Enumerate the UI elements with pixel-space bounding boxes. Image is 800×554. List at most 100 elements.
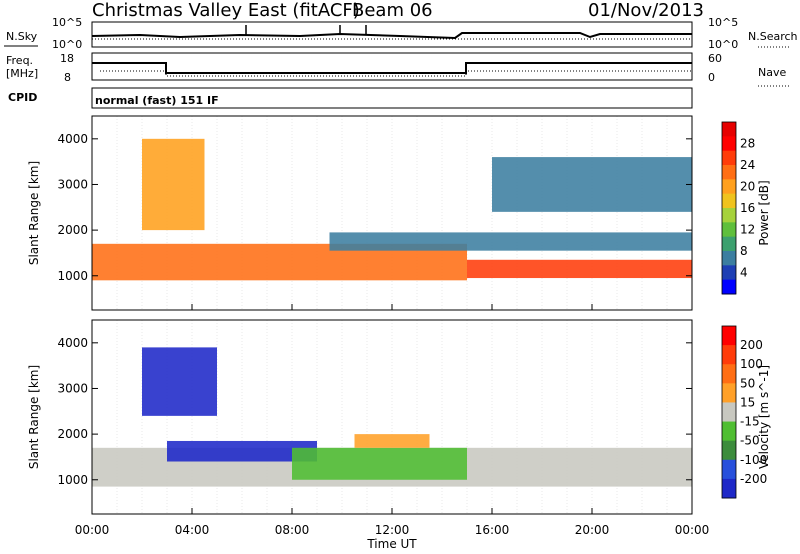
colorbar-segment xyxy=(722,222,736,238)
colorbar-segment xyxy=(722,402,736,423)
power-colorbar-label: Power [dB] xyxy=(757,180,771,245)
colorbar-segment xyxy=(722,150,736,166)
y-tick-label: 2000 xyxy=(57,223,88,237)
nave-label: Nave xyxy=(758,66,786,79)
x-tick-label: 04:00 xyxy=(175,523,210,537)
x-tick-label: 00:00 xyxy=(75,523,110,537)
colorbar-tick-label: 20 xyxy=(740,180,755,194)
velocity-y-axis-label: Slant Range [km] xyxy=(27,365,41,469)
velocity-colorbar-label: Velocity [m s^-1] xyxy=(757,365,771,469)
y-tick-label: 1000 xyxy=(57,473,88,487)
nave-tick-bottom: 0 xyxy=(708,71,715,84)
data-band xyxy=(142,347,217,416)
freq-label-1: Freq. xyxy=(6,54,33,67)
colorbar-segment xyxy=(722,478,736,499)
freq-panel-frame xyxy=(91,52,693,81)
colorbar-segment xyxy=(722,421,736,442)
x-tick-label: 16:00 xyxy=(475,523,510,537)
colorbar-tick-label: 100 xyxy=(740,357,763,371)
noise-tick-bottom: 10^0 xyxy=(52,38,82,51)
cpid-frame xyxy=(91,87,693,109)
colorbar-segment xyxy=(722,364,736,384)
power-panel: 1000 2000 3000 4000 Slant Range [km] 28 24 20… xyxy=(27,115,771,311)
colorbar-tick-label: -15 xyxy=(740,415,760,429)
colorbar-segment xyxy=(722,179,736,195)
colorbar-segment xyxy=(722,279,736,295)
colorbar-tick-label: 8 xyxy=(740,244,748,258)
velocity-plot xyxy=(92,320,692,514)
colorbar-segment xyxy=(722,208,736,223)
y-tick-label: 3000 xyxy=(57,381,88,395)
noise-right-tick-top: 10^5 xyxy=(708,16,738,29)
colorbar-segment xyxy=(722,136,736,152)
colorbar-segment xyxy=(722,165,736,180)
nsearch-label: N.Search xyxy=(748,30,798,43)
date-title: 01/Nov/2013 xyxy=(588,0,704,21)
colorbar-tick-label: 50 xyxy=(740,376,755,390)
x-tick-label: 12:00 xyxy=(375,523,410,537)
freq-series xyxy=(92,62,692,74)
colorbar-segment xyxy=(722,193,736,209)
data-band xyxy=(167,440,317,462)
colorbar-frame xyxy=(721,325,737,499)
velocity-colorbar: 200 100 50 15 -15 -50 -100 -200 xyxy=(721,325,767,499)
colorbar-tick-label: 28 xyxy=(740,137,755,151)
colorbar-segment xyxy=(722,236,736,252)
colorbar-segment xyxy=(722,383,736,403)
x-tick-label: 08:00 xyxy=(275,523,310,537)
colorbar-tick-label: 24 xyxy=(740,158,755,172)
y-tick-label: 3000 xyxy=(57,177,88,191)
colorbar-tick-label: 12 xyxy=(740,223,755,237)
y-tick-label: 4000 xyxy=(57,336,88,350)
colorbar-tick-label: 16 xyxy=(740,201,755,215)
freq-tick-top: 18 xyxy=(60,52,74,65)
data-band xyxy=(142,138,205,231)
station-title: Christmas Valley East (fitACF) xyxy=(92,0,360,21)
power-colorbar: 28 24 20 16 12 8 4 xyxy=(721,121,755,295)
noise-tick-top: 10^5 xyxy=(52,16,82,29)
power-y-axis-label: Slant Range [km] xyxy=(27,161,41,265)
colorbar-segment xyxy=(722,345,736,365)
y-tick-label: 4000 xyxy=(57,132,88,146)
colorbar-tick-label: -200 xyxy=(740,472,767,486)
noise-panel: N.Sky N.Search 10^5 10^0 10^5 10^0 xyxy=(4,16,798,51)
colorbar-tick-label: 200 xyxy=(740,338,763,352)
colorbar-tick-label: 15 xyxy=(740,395,755,409)
data-band xyxy=(329,232,692,251)
colorbar-segment xyxy=(722,122,736,137)
x-axis-ticks: 00:00 04:00 08:00 12:00 16:00 20:00 00:00 xyxy=(75,304,710,537)
data-band xyxy=(354,434,430,448)
nave-tick-top: 60 xyxy=(708,52,722,65)
freq-tick-bottom: 8 xyxy=(64,71,71,84)
data-band xyxy=(467,259,692,279)
colorbar-segment xyxy=(722,326,736,346)
velocity-yticks: 1000 2000 3000 4000 xyxy=(57,336,692,487)
data-band xyxy=(292,447,467,480)
y-tick-label: 1000 xyxy=(57,269,88,283)
colorbar-segment xyxy=(722,265,736,281)
colorbar-tick-label: -50 xyxy=(740,434,760,448)
power-plot xyxy=(92,116,692,310)
colorbar-segment xyxy=(722,459,736,480)
beam-title: Beam 06 xyxy=(352,0,433,21)
velocity-panel: 1000 2000 3000 4000 Slant Range [km] 200 100… xyxy=(27,319,771,515)
freq-label-2: [MHz] xyxy=(6,67,38,80)
nave-series xyxy=(100,70,692,77)
data-band xyxy=(492,157,692,212)
freq-panel: Freq. [MHz] 18 8 60 0 Nave xyxy=(6,52,790,87)
colorbar-frame xyxy=(721,121,737,295)
cpid-label: CPID xyxy=(8,91,37,104)
colorbar-segment xyxy=(722,440,736,461)
x-axis-label: Time UT xyxy=(366,537,417,551)
nsky-label: N.Sky xyxy=(6,30,38,43)
colorbar-tick-label: 4 xyxy=(740,266,748,280)
colorbar-tick-label: -100 xyxy=(740,453,767,467)
cpid-text: normal (fast) 151 IF xyxy=(95,94,219,107)
y-tick-label: 2000 xyxy=(57,427,88,441)
noise-right-tick-bottom: 10^0 xyxy=(708,38,738,51)
x-tick-label: 20:00 xyxy=(575,523,610,537)
x-tick-label: 00:00 xyxy=(675,523,710,537)
nsky-series xyxy=(91,32,692,40)
colorbar-segment xyxy=(722,251,736,266)
